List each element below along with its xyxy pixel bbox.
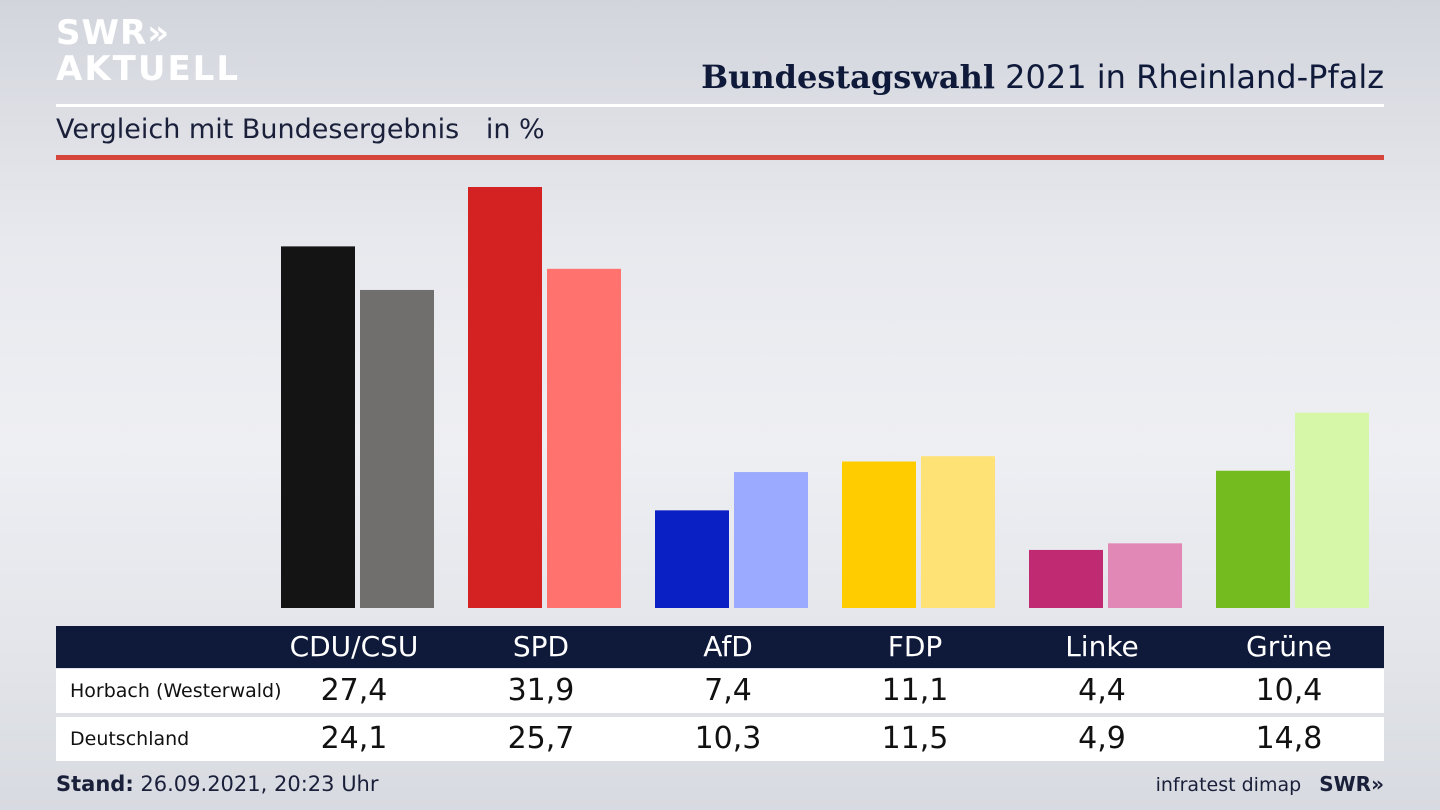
bar-cdu-deutschland: [360, 289, 434, 608]
bar-chart: [281, 187, 1369, 608]
table-cell: 10,4: [1255, 673, 1323, 708]
subtitle-text: Vergleich mit Bundesergebnis: [56, 114, 460, 145]
logo-line2: AKTUELL: [56, 49, 241, 89]
header-party-gruene: Grüne: [1246, 630, 1332, 663]
bar-afd-deutschland: [734, 472, 808, 608]
chart-title-rest: 2021 in Rheinland-Pfalz: [1005, 58, 1384, 96]
row-label: Deutschland: [70, 728, 190, 750]
table-cell: 25,7: [507, 721, 575, 756]
results-table: CDU/CSU SPD AfD FDP Linke Grüne Horbach …: [56, 626, 1384, 761]
timestamp-value: 26.09.2021, 20:23 Uhr: [140, 772, 379, 796]
chart-subtitle: Vergleich mit Bundesergebnis in %: [56, 114, 545, 145]
bar-cdu-horbach: [281, 246, 355, 608]
header-party-afd: AfD: [703, 630, 753, 663]
bar-gruene-deutschland: [1295, 412, 1369, 608]
table-cell: 4,9: [1078, 721, 1126, 756]
bar-linke-deutschland: [1108, 543, 1182, 608]
source-text: infratest dimap: [1155, 774, 1302, 796]
table-cell: 31,9: [507, 673, 575, 708]
timestamp: Stand: 26.09.2021, 20:23 Uhr: [56, 772, 379, 796]
swr-aktuell-logo: SWR» AKTUELL: [56, 16, 240, 86]
table-cell: 14,8: [1255, 721, 1323, 756]
table-cell: 27,4: [320, 673, 388, 708]
row-label: Horbach (Westerwald): [70, 680, 282, 702]
table-header: CDU/CSU SPD AfD FDP Linke Grüne: [56, 626, 1384, 668]
header-party-fdp: FDP: [887, 630, 943, 663]
table-cell: 11,1: [881, 673, 949, 708]
bar-afd-horbach: [655, 510, 729, 608]
chart-title: Bundestagswahl 2021 in Rheinland-Pfalz: [701, 58, 1384, 96]
bar-fdp-horbach: [842, 461, 916, 608]
title-divider: [56, 104, 1384, 107]
bar-spd-horbach: [468, 187, 542, 608]
bar-fdp-deutschland: [921, 456, 995, 608]
table-cell: 4,4: [1078, 673, 1126, 708]
bar-gruene-horbach: [1216, 470, 1290, 608]
header-party-linke: Linke: [1065, 630, 1139, 663]
subtitle-divider: [56, 155, 1384, 160]
chart-title-bold: Bundestagswahl: [701, 58, 995, 96]
table-cell: 11,5: [881, 721, 949, 756]
timestamp-label: Stand:: [56, 772, 134, 796]
header-party-cdu: CDU/CSU: [289, 630, 419, 663]
bar-spd-deutschland: [547, 268, 621, 608]
source-credit: infratest dimap SWR»: [1156, 772, 1384, 796]
table-cell: 24,1: [320, 721, 388, 756]
header-party-spd: SPD: [512, 630, 570, 663]
table-cell: 10,3: [694, 721, 762, 756]
table-cell: 7,4: [704, 673, 752, 708]
table-row: Deutschland 24,1 25,7 10,3 11,5 4,9 14,8: [56, 717, 1384, 761]
logo-line1: SWR»: [56, 13, 171, 53]
unit-label: in %: [485, 114, 545, 145]
table-row: Horbach (Westerwald) 27,4 31,9 7,4 11,1 …: [56, 669, 1384, 713]
swr-logo-small: SWR»: [1319, 772, 1384, 796]
bar-linke-horbach: [1029, 549, 1103, 608]
